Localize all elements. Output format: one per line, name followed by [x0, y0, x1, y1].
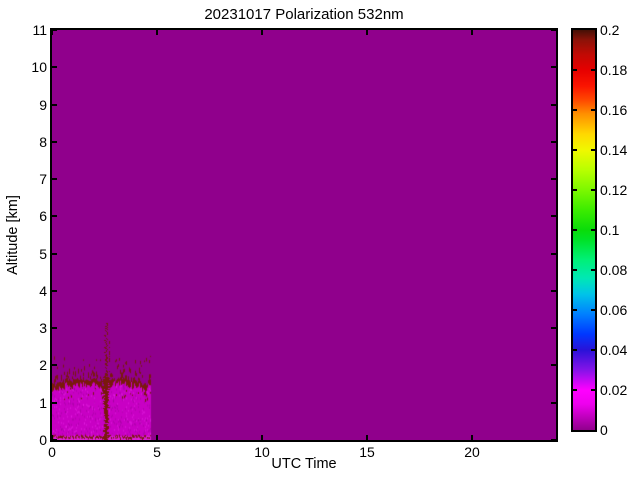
x-tick — [51, 435, 53, 440]
colorbar-tick-label: 0.02 — [600, 382, 628, 398]
plot-area — [50, 28, 558, 442]
colorbar-tick-label: 0.18 — [600, 62, 628, 78]
plot-title: 20231017 Polarization 532nm — [204, 6, 404, 23]
colorbar-tick-label: 0.2 — [600, 22, 620, 38]
colorbar-tick — [573, 269, 577, 271]
x-axis-label: UTC Time — [271, 456, 337, 472]
y-axis-label: Altitude [km] — [5, 195, 21, 275]
y-tick-right — [551, 252, 556, 255]
y-tick-label: 10 — [31, 59, 47, 76]
y-tick — [52, 364, 57, 367]
colorbar-tick — [573, 69, 577, 71]
x-tick-label: 15 — [359, 444, 375, 460]
y-tick-label: 4 — [39, 282, 47, 299]
colorbar-tick — [573, 229, 577, 231]
colorbar-tick-right — [591, 389, 595, 391]
heatmap-canvas — [52, 30, 556, 440]
y-tick — [52, 327, 57, 330]
x-tick-top — [471, 30, 473, 35]
colorbar-tick-right — [591, 229, 595, 231]
y-tick — [52, 29, 57, 31]
y-tick — [52, 215, 57, 218]
x-tick-label: 0 — [48, 444, 56, 460]
y-tick-right — [551, 439, 556, 441]
y-tick — [52, 252, 57, 255]
colorbar-tick-right — [591, 269, 595, 271]
y-tick-label: 3 — [39, 320, 47, 337]
y-tick-right — [551, 289, 556, 292]
y-tick-label: 11 — [32, 22, 47, 38]
y-tick-right — [551, 140, 556, 143]
y-tick-right — [551, 103, 556, 106]
x-tick-top — [51, 30, 53, 35]
colorbar — [571, 28, 597, 432]
y-tick-right — [551, 66, 556, 69]
colorbar-tick-right — [591, 309, 595, 311]
colorbar-tick-right — [591, 69, 595, 71]
colorbar-tick-right — [591, 149, 595, 151]
y-tick-right — [551, 364, 556, 367]
y-tick-right — [551, 215, 556, 218]
x-tick — [261, 435, 263, 440]
colorbar-tick — [573, 109, 577, 111]
y-tick — [52, 140, 57, 143]
y-tick — [52, 178, 57, 181]
colorbar-tick — [573, 189, 577, 191]
colorbar-tick-right — [591, 189, 595, 191]
y-tick — [52, 439, 57, 441]
y-tick — [52, 289, 57, 292]
y-tick-label: 8 — [39, 133, 47, 150]
x-tick-top — [156, 30, 158, 35]
y-tick-right — [551, 327, 556, 330]
y-tick-right — [551, 29, 556, 31]
y-tick — [52, 103, 57, 106]
x-tick — [156, 435, 158, 440]
colorbar-tick-label: 0 — [600, 422, 608, 438]
colorbar-tick-label: 0.06 — [600, 302, 628, 318]
colorbar-tick-right — [591, 109, 595, 111]
colorbar-tick — [573, 149, 577, 151]
colorbar-tick — [573, 309, 577, 311]
y-tick-label: 9 — [39, 96, 47, 113]
x-tick-top — [366, 30, 368, 35]
y-tick-label: 6 — [39, 208, 47, 225]
colorbar-gradient — [573, 30, 595, 430]
y-tick-label: 7 — [39, 171, 47, 188]
colorbar-tick — [573, 389, 577, 391]
colorbar-tick-label: 0.1 — [600, 222, 620, 238]
colorbar-tick-label: 0.14 — [600, 142, 628, 158]
y-tick-label: 0 — [39, 432, 47, 448]
colorbar-tick-label: 0.16 — [600, 102, 628, 118]
x-tick-label: 10 — [254, 444, 270, 460]
y-tick-label: 5 — [39, 245, 47, 262]
colorbar-tick-label: 0.04 — [600, 342, 628, 358]
y-tick — [52, 66, 57, 69]
colorbar-tick-right — [591, 349, 595, 351]
x-tick-top — [261, 30, 263, 35]
y-tick-label: 2 — [39, 357, 47, 374]
x-tick-label: 20 — [464, 444, 480, 460]
y-tick-right — [551, 401, 556, 404]
x-tick — [366, 435, 368, 440]
y-tick — [52, 401, 57, 404]
y-tick-right — [551, 178, 556, 181]
x-tick-label: 5 — [153, 444, 161, 460]
x-tick — [471, 435, 473, 440]
colorbar-tick — [573, 349, 577, 351]
colorbar-tick-label: 0.12 — [600, 182, 628, 198]
y-tick-label: 1 — [39, 394, 47, 411]
colorbar-tick-label: 0.08 — [600, 262, 628, 278]
